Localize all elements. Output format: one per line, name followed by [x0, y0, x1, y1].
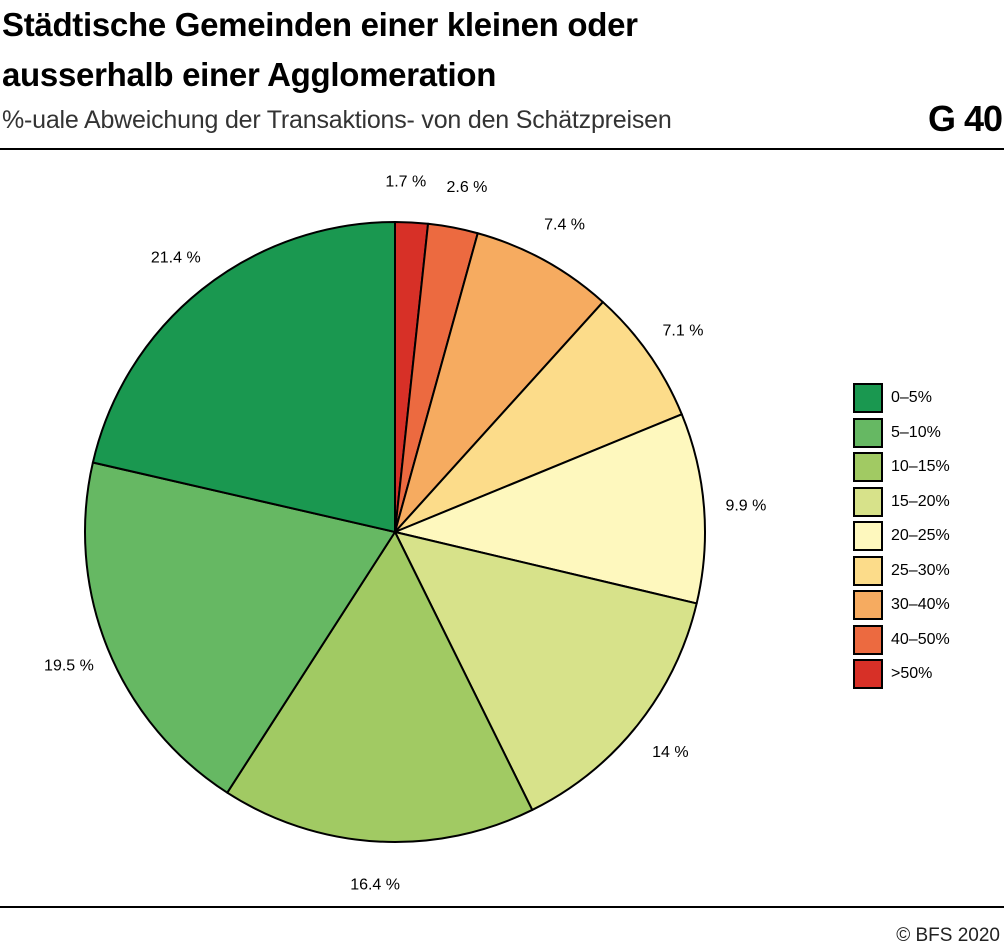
legend-label: 5–10%	[891, 423, 941, 441]
legend-item-2: 5–10%	[853, 416, 950, 451]
pie-label-8: 19.5 %	[44, 658, 94, 675]
legend-label: 30–40%	[891, 596, 950, 614]
pie-labels: 1.7 % 2.6 % 7.4 % 7.1 % 9.9 % 14 % 16.4 % 19.5 …	[44, 174, 766, 894]
legend-item-5: 20–25%	[853, 519, 950, 554]
legend-label: 15–20%	[891, 492, 950, 510]
top-divider	[0, 148, 1004, 150]
source-credit: © BFS 2020	[896, 925, 1000, 946]
pie-label-5: 9.9 %	[725, 497, 766, 514]
pie-label-4: 7.1 %	[663, 323, 704, 340]
legend-item-8: 40–50%	[853, 623, 950, 658]
legend-item-7: 30–40%	[853, 588, 950, 623]
legend-swatch	[853, 590, 883, 621]
pie-slice-5	[394, 413, 706, 605]
legend-swatch	[853, 555, 883, 586]
legend-label: 25–30%	[891, 561, 950, 579]
chart-title: Städtische Gemeinden einer kleinen oder …	[2, 6, 638, 93]
pie-slice-9	[91, 221, 396, 533]
legend: 0–5% 5–10% 10–15% 15–20% 20–25% 25–30% 30–40% 4…	[853, 381, 950, 692]
legend-item-6: 25–30%	[853, 554, 950, 589]
legend-label: >50%	[891, 665, 933, 683]
pie-slice-8	[84, 461, 396, 794]
legend-label: 20–25%	[891, 527, 950, 545]
legend-swatch	[853, 486, 883, 517]
legend-swatch	[853, 417, 883, 448]
pie-slice-6	[394, 531, 698, 811]
pie-slice-4	[394, 301, 683, 533]
legend-item-4: 15–20%	[853, 485, 950, 520]
pie-slice-7	[226, 531, 534, 843]
legend-swatch	[853, 659, 883, 690]
legend-swatch	[853, 521, 883, 552]
pie-chart: 1.7 % 2.6 % 7.4 % 7.1 % 9.9 % 14 % 16.4 % 19.5 …	[44, 174, 766, 894]
pie-label-7: 16.4 %	[350, 876, 400, 893]
legend-swatch	[853, 624, 883, 655]
chart-code: G 40	[927, 98, 1003, 139]
pie-slices	[84, 221, 706, 843]
chart-subtitle: %-uale Abweichung der Transaktions- von …	[2, 106, 672, 134]
pie-slice-3	[394, 232, 604, 533]
bottom-divider	[0, 906, 1004, 908]
legend-label: 40–50%	[891, 630, 950, 648]
pie-label-3: 7.4 %	[544, 217, 585, 234]
legend-label: 10–15%	[891, 458, 950, 476]
pie-label-2: 2.6 %	[446, 179, 487, 196]
legend-item-9: >50%	[853, 657, 950, 692]
pie-label-6: 14 %	[652, 744, 688, 761]
legend-item-1: 0–5%	[853, 381, 950, 416]
legend-swatch	[853, 383, 883, 414]
pie-label-9: 21.4 %	[151, 250, 201, 267]
legend-label: 0–5%	[891, 389, 932, 407]
pie-label-1: 1.7 %	[385, 174, 426, 191]
legend-item-3: 10–15%	[853, 450, 950, 485]
legend-swatch	[853, 452, 883, 483]
